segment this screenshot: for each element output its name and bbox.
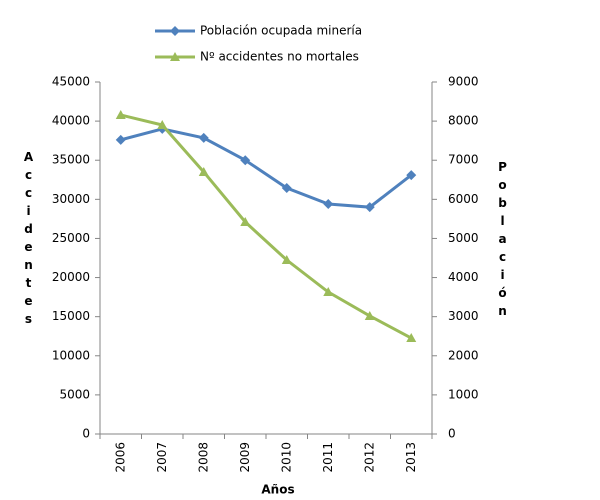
y-tick-label: 5000 (59, 387, 90, 401)
x-tick-label: 2011 (321, 442, 335, 473)
y2-axis-title: Población (496, 160, 510, 322)
point (281, 182, 292, 193)
point (406, 333, 417, 343)
y2-tick-label: 2000 (448, 348, 479, 362)
y2-tick-label: 4000 (448, 270, 479, 284)
point (323, 287, 334, 297)
y-tick-label: 40000 (52, 114, 90, 128)
legend-marker (170, 26, 180, 36)
y-tick-label: 35000 (52, 153, 90, 167)
point (157, 120, 168, 130)
y2-tick-label: 9000 (448, 75, 479, 89)
y2-tick-label: 5000 (448, 231, 479, 245)
point (364, 202, 375, 213)
y-tick-label: 20000 (52, 270, 90, 284)
x-tick-label: 2007 (155, 442, 169, 473)
x-tick-label: 2008 (196, 442, 210, 473)
series-line (120, 127, 413, 209)
y-tick-label: 25000 (52, 231, 90, 245)
y-tick-label: 0 (82, 427, 90, 441)
y2-tick-label: 1000 (448, 387, 479, 401)
x-tick-label: 2010 (279, 442, 293, 473)
point (198, 132, 209, 143)
y-tick-label: 30000 (52, 192, 90, 206)
x-tick-label: 2006 (113, 442, 127, 473)
y-axis-title: Accidentes (22, 150, 36, 330)
point (281, 255, 292, 265)
y2-tick-label: 8000 (448, 114, 479, 128)
point (240, 155, 251, 166)
point (364, 310, 375, 320)
y-tick-label: 10000 (52, 348, 90, 362)
x-tick-label: 2009 (238, 442, 252, 473)
legend-label: Población ocupada minería (200, 24, 362, 38)
point (198, 166, 209, 176)
point (406, 170, 417, 181)
x-tick-label: 2013 (404, 442, 418, 473)
x-axis-title: Años (261, 483, 294, 497)
series-line (120, 113, 412, 340)
legend-marker (170, 52, 180, 61)
y-tick-label: 45000 (52, 75, 90, 89)
y-tick-label: 15000 (52, 309, 90, 323)
legend-label: Nº accidentes no mortales (200, 50, 359, 64)
point (323, 199, 334, 210)
y2-tick-label: 7000 (448, 153, 479, 167)
y2-tick-label: 6000 (448, 192, 479, 206)
y2-tick-label: 3000 (448, 309, 479, 323)
point (240, 217, 251, 227)
point (115, 134, 126, 145)
x-tick-label: 2012 (362, 442, 376, 473)
y2-tick-label: 0 (448, 427, 456, 441)
point (115, 110, 126, 120)
